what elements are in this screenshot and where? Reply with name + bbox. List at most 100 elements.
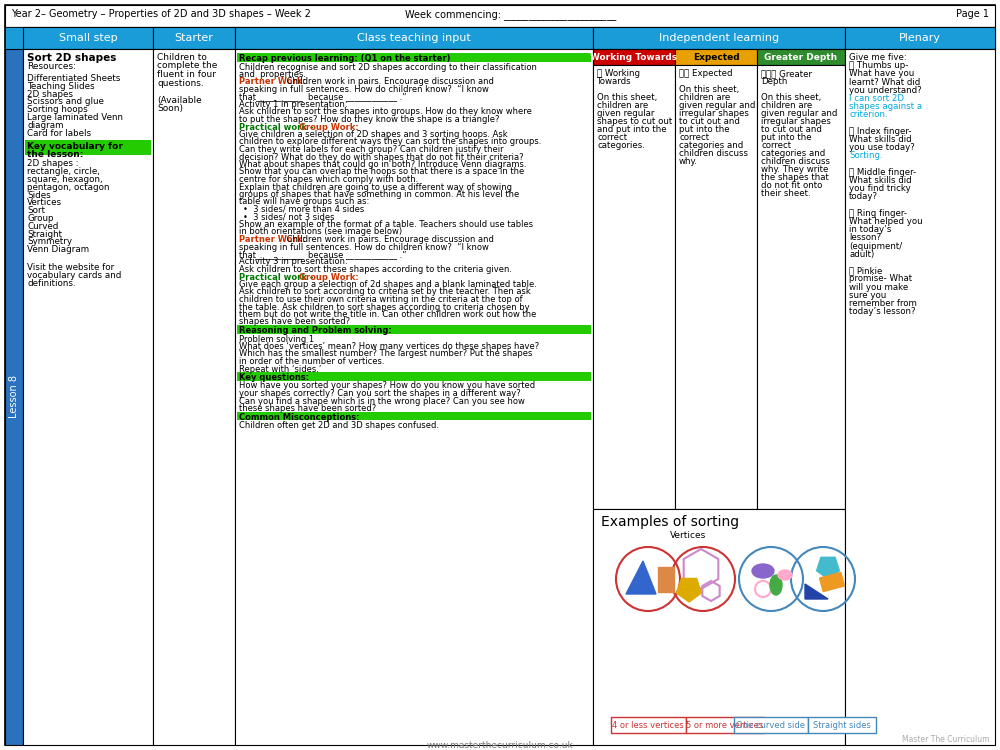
Text: Curved: Curved [27, 222, 58, 231]
Text: Reasoning and Problem solving:: Reasoning and Problem solving: [239, 326, 392, 335]
Bar [237, 372, 591, 380]
Text: Expected: Expected [693, 53, 739, 62]
Text: Differentiated Sheets: Differentiated Sheets [27, 74, 120, 83]
Text: Greater Depth: Greater Depth [764, 53, 838, 62]
Text: irregular shapes: irregular shapes [761, 117, 831, 126]
Text: children discuss: children discuss [761, 157, 830, 166]
Text: •  3 sides/ more than 4 sides: • 3 sides/ more than 4 sides [243, 205, 364, 214]
Text: in today’s: in today’s [849, 225, 891, 234]
Text: Children recognise and sort 2D shapes according to their classification: Children recognise and sort 2D shapes ac… [239, 62, 537, 71]
Text: (equipment/: (equipment/ [849, 242, 902, 250]
Text: why. They write: why. They write [761, 165, 828, 174]
Text: What does ‘vertices’ mean? How many vertices do these shapes have?: What does ‘vertices’ mean? How many vert… [239, 342, 539, 351]
Text: What helped you: What helped you [849, 217, 923, 226]
Bar [757, 49, 845, 65]
Text: Small step: Small step [59, 33, 117, 43]
Text: rectangle, circle,: rectangle, circle, [27, 167, 100, 176]
Text: (Available: (Available [157, 95, 202, 104]
Text: Common Misconceptions:: Common Misconceptions: [239, 413, 360, 422]
Bar [23, 49, 153, 745]
Text: lesson?: lesson? [849, 233, 881, 242]
Bar [658, 567, 674, 592]
Ellipse shape [752, 564, 774, 578]
Text: shapes against a: shapes against a [849, 102, 922, 111]
Text: their sheet.: their sheet. [761, 189, 811, 198]
Text: What have you: What have you [849, 70, 914, 79]
Text: Master The Curriculum: Master The Curriculum [902, 735, 989, 744]
Text: Straight sides: Straight sides [813, 721, 871, 730]
Text: On this sheet,: On this sheet, [597, 93, 657, 102]
Text: you use today?: you use today? [849, 143, 915, 152]
Bar [237, 325, 591, 334]
Text: children to explore different ways they can sort the shapes into groups.: children to explore different ways they … [239, 137, 541, 146]
Bar [820, 572, 844, 592]
Text: Key vocabulary for: Key vocabulary for [27, 142, 123, 152]
Text: Class teaching input: Class teaching input [357, 33, 471, 43]
Text: in order of the number of vertices.: in order of the number of vertices. [239, 357, 384, 366]
Text: the lesson:: the lesson: [27, 151, 83, 160]
Text: given regular and: given regular and [761, 109, 837, 118]
Bar [5, 49, 23, 745]
Bar [235, 27, 593, 49]
Text: do not fit onto: do not fit onto [761, 181, 822, 190]
Text: Sorting hoops: Sorting hoops [27, 105, 88, 114]
Text: Symmetry: Symmetry [27, 238, 72, 247]
Text: Page 1: Page 1 [956, 9, 989, 19]
Text: adult): adult) [849, 250, 874, 259]
Text: Card for labels: Card for labels [27, 128, 91, 137]
Text: Recap previous learning: (Q1 on the starter): Recap previous learning: (Q1 on the star… [239, 54, 450, 63]
Text: categories and: categories and [679, 141, 743, 150]
Text: Group Work:: Group Work: [299, 122, 359, 131]
Text: Scissors and glue: Scissors and glue [27, 98, 104, 106]
Text: vocabulary cards and: vocabulary cards and [27, 271, 121, 280]
Text: questions.: questions. [157, 79, 204, 88]
Text: Depth: Depth [761, 77, 787, 86]
Text: On this sheet,: On this sheet, [761, 93, 821, 102]
Bar [593, 27, 845, 49]
Text: square, hexagon,: square, hexagon, [27, 175, 103, 184]
Bar [5, 27, 23, 49]
Text: pentagon, octagon: pentagon, octagon [27, 183, 110, 192]
Text: correct: correct [679, 133, 709, 142]
Text: and  properties.: and properties. [239, 70, 306, 79]
Text: given regular and: given regular and [679, 101, 755, 110]
Text: Venn Diagram: Venn Diagram [27, 245, 89, 254]
Text: ⭐⭐ Expected: ⭐⭐ Expected [679, 69, 732, 78]
Text: and put into the: and put into the [597, 125, 667, 134]
Text: Practical work -: Practical work - [239, 272, 316, 281]
Text: criterion.: criterion. [849, 110, 888, 119]
Text: Give children a selection of 2D shapes and 3 sorting hoops. Ask: Give children a selection of 2D shapes a… [239, 130, 508, 139]
Bar [5, 27, 995, 49]
Text: Towards: Towards [597, 77, 632, 86]
Text: put into the: put into the [761, 133, 812, 142]
Text: Repeat with ‘sides.’: Repeat with ‘sides.’ [239, 364, 321, 374]
Bar [593, 509, 845, 745]
Bar [845, 49, 995, 745]
Bar [734, 717, 808, 733]
Text: in both orientations (see image below): in both orientations (see image below) [239, 227, 402, 236]
Text: why.: why. [679, 157, 698, 166]
Text: put into the: put into the [679, 125, 730, 134]
Text: children discuss: children discuss [679, 149, 748, 158]
Text: today’s lesson?: today’s lesson? [849, 308, 916, 316]
Text: to cut out and: to cut out and [761, 125, 822, 134]
Text: 🤚 Pinkie: 🤚 Pinkie [849, 266, 882, 275]
Ellipse shape [778, 570, 792, 580]
Text: Plenary: Plenary [899, 33, 941, 43]
Text: definitions.: definitions. [27, 278, 76, 287]
Text: Ask children to sort according to criteria set by the teacher. Then ask: Ask children to sort according to criter… [239, 287, 531, 296]
Text: ⭐⭐⭐ Greater: ⭐⭐⭐ Greater [761, 69, 812, 78]
Text: categories and: categories and [761, 149, 825, 158]
Text: these shapes have been sorted?: these shapes have been sorted? [239, 404, 376, 413]
Text: 2D shapes: 2D shapes [27, 89, 73, 98]
Bar [593, 49, 675, 65]
Text: children are: children are [761, 101, 812, 110]
Text: Straight: Straight [27, 230, 62, 238]
Text: 🤚 Index finger-: 🤚 Index finger- [849, 127, 912, 136]
Bar [25, 140, 151, 155]
Text: Visit the website for: Visit the website for [27, 263, 114, 272]
Text: Lesson 8: Lesson 8 [9, 376, 19, 419]
Text: What about shapes that could go in both? Introduce Venn diagrams.: What about shapes that could go in both?… [239, 160, 526, 169]
Text: Year 2– Geometry – Properties of 2D and 3D shapes – Week 2: Year 2– Geometry – Properties of 2D and … [11, 9, 311, 19]
Text: to put the shapes? How do they know the shape is a triangle?: to put the shapes? How do they know the … [239, 115, 500, 124]
